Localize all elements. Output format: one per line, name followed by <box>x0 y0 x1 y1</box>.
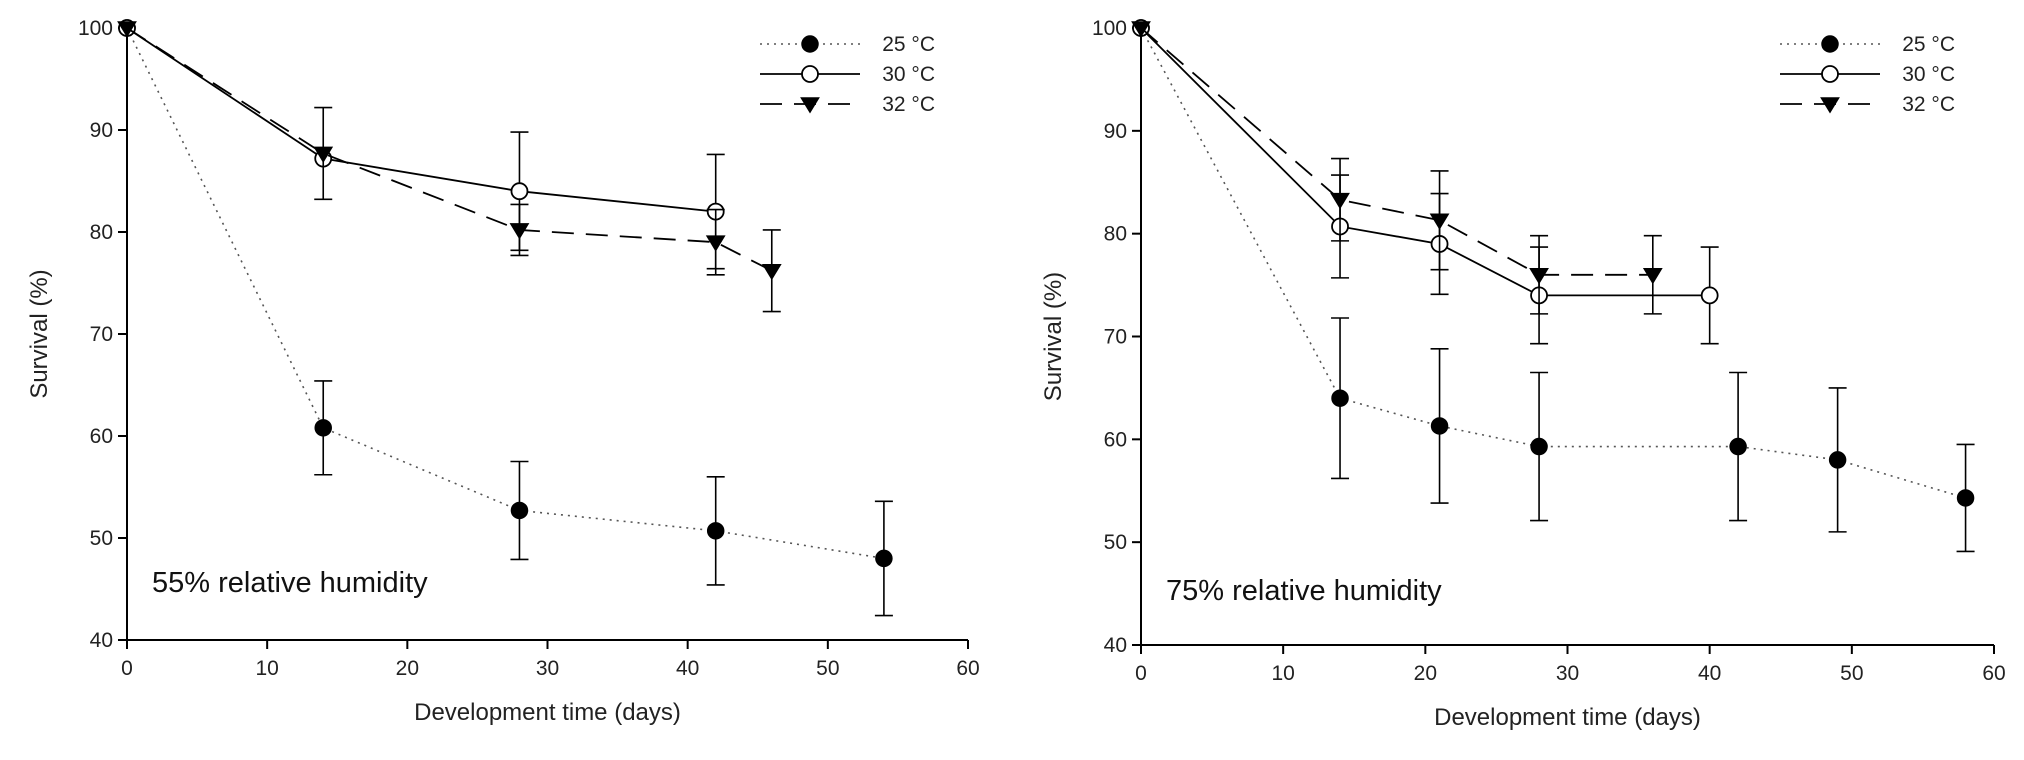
panel-1-y-tick-label: 50 <box>90 527 113 550</box>
panel-2-y-tick-label: 90 <box>1104 120 1127 143</box>
panel-1-x-tick-label: 60 <box>956 657 979 680</box>
panel-1-x-axis-title: Development time (days) <box>414 699 681 726</box>
panel-2-series-line <box>1140 27 1653 276</box>
panel-2-chart: 0 10 20 30 40 50 60 40 50 60 70 80 90 100 Development … <box>1040 17 2006 731</box>
panel-2-data-point <box>1956 489 1975 507</box>
panel-1-legend-label: 25 °C <box>882 33 935 56</box>
panel-2-series-2 <box>1132 19 1719 345</box>
panel-2-data-point <box>1131 21 1151 38</box>
panel-1-y-tick-label: 40 <box>90 629 113 652</box>
panel-1-data-point <box>761 263 782 281</box>
panel-1-x-tick-label: 40 <box>676 657 699 680</box>
panel-2-legend-marker <box>1821 65 1839 83</box>
panel-1-chart: 0 10 20 30 40 50 60 40 50 60 70 80 90 100 Development … <box>26 17 980 726</box>
panel-1-x-tick-label: 20 <box>396 657 419 680</box>
panel-2-data-point <box>1330 192 1350 210</box>
panel-1-data-point <box>510 182 529 201</box>
panel-2-x-tick-label: 60 <box>1982 662 2005 685</box>
panel-2-data-point <box>1530 437 1548 456</box>
panel-1-series-line <box>126 27 773 272</box>
panel-1-x-tick-label: 50 <box>816 657 839 680</box>
panel-1-legend-label: 32 °C <box>882 93 935 116</box>
panel-2-x-tick-label: 0 <box>1135 662 1147 685</box>
panel-2-y-axis-title: Survival (%) <box>1040 272 1067 401</box>
panel-1-legend-marker <box>801 35 819 53</box>
panel-2-x-axis-title: Development time (days) <box>1434 704 1701 731</box>
panel-1-legend: 25 °C 30 °C 32 °C <box>760 33 935 116</box>
panel-1-series-1 <box>118 19 893 617</box>
panel-1-legend-marker <box>800 97 820 114</box>
panel-1-x-tick-label: 0 <box>121 657 133 680</box>
panel-1-data-point <box>706 522 725 540</box>
panel-2-y-tick-label: 70 <box>1104 326 1127 349</box>
panel-1-data-point <box>117 21 137 38</box>
panel-2-x-tick-label: 50 <box>1840 662 1863 685</box>
panel-1-series-2 <box>118 19 725 270</box>
panel-1-y-tick-label: 80 <box>90 221 113 244</box>
panel-1-data-point <box>875 549 893 568</box>
panel-1-data-point <box>313 146 334 163</box>
panel-1-y-tick-label: 70 <box>90 323 113 346</box>
panel-1-data-point <box>509 223 530 240</box>
panel-2-data-point <box>1529 268 1549 285</box>
panel-2-data-point <box>1729 437 1747 456</box>
panel-2-data-point <box>1430 417 1449 435</box>
panel-1-series-3 <box>117 21 782 313</box>
panel-2-series-line <box>1140 27 1710 297</box>
panel-1-data-point <box>510 501 529 520</box>
panel-2-y-tick-label: 50 <box>1104 531 1127 554</box>
panel-2-y-tick-label: 80 <box>1104 223 1127 246</box>
panel-2-x-tick-label: 30 <box>1556 662 1579 685</box>
panel-2-data-point <box>1331 389 1349 407</box>
panel-1-y-tick-label: 100 <box>78 17 113 40</box>
panel-2-series-1 <box>1132 19 1975 553</box>
panel-2-data-point <box>1700 286 1719 305</box>
panel-2-x-tick-label: 40 <box>1698 662 1721 685</box>
panel-2-legend-marker <box>1820 97 1840 114</box>
panel-2-data-point <box>1429 213 1450 230</box>
panel-2-legend-label: 30 °C <box>1902 63 1955 86</box>
panel-2-legend-label: 32 °C <box>1902 93 1955 116</box>
panel-2-data-point <box>1828 451 1847 469</box>
panel-2-y-tick-label: 40 <box>1104 634 1127 657</box>
panel-1-y-axis-title: Survival (%) <box>26 269 53 398</box>
panel-2-annotation: 75% relative humidity <box>1166 575 1442 607</box>
panel-1-series-line <box>126 27 716 213</box>
panel-1-y-tick-label: 60 <box>90 425 113 448</box>
panel-1-data-point <box>314 419 332 437</box>
panel-2-series-line <box>1140 27 1966 499</box>
panel-2-x-tick-label: 20 <box>1414 662 1437 685</box>
panel-2-legend-marker <box>1821 35 1839 53</box>
panel-2-data-point <box>1642 268 1663 285</box>
panel-1-series-line <box>126 27 885 560</box>
panel-2-legend: 25 °C 30 °C 32 °C <box>1780 33 1955 116</box>
panel-2-series-3 <box>1131 21 1663 315</box>
panel-2-y-tick-label: 60 <box>1104 428 1127 451</box>
panel-1-legend-label: 30 °C <box>882 63 935 86</box>
panel-1-x-tick-label: 30 <box>536 657 559 680</box>
panel-2-y-tick-label: 100 <box>1092 17 1127 40</box>
panel-2-legend-label: 25 °C <box>1902 33 1955 56</box>
panel-1-annotation: 55% relative humidity <box>152 567 428 599</box>
panel-2-x-tick-label: 10 <box>1271 662 1294 685</box>
panel-1-legend-marker <box>801 65 819 83</box>
panel-1-y-tick-label: 90 <box>90 119 113 142</box>
panel-1-x-tick-label: 10 <box>255 657 278 680</box>
panel-1-data-point <box>705 235 726 252</box>
